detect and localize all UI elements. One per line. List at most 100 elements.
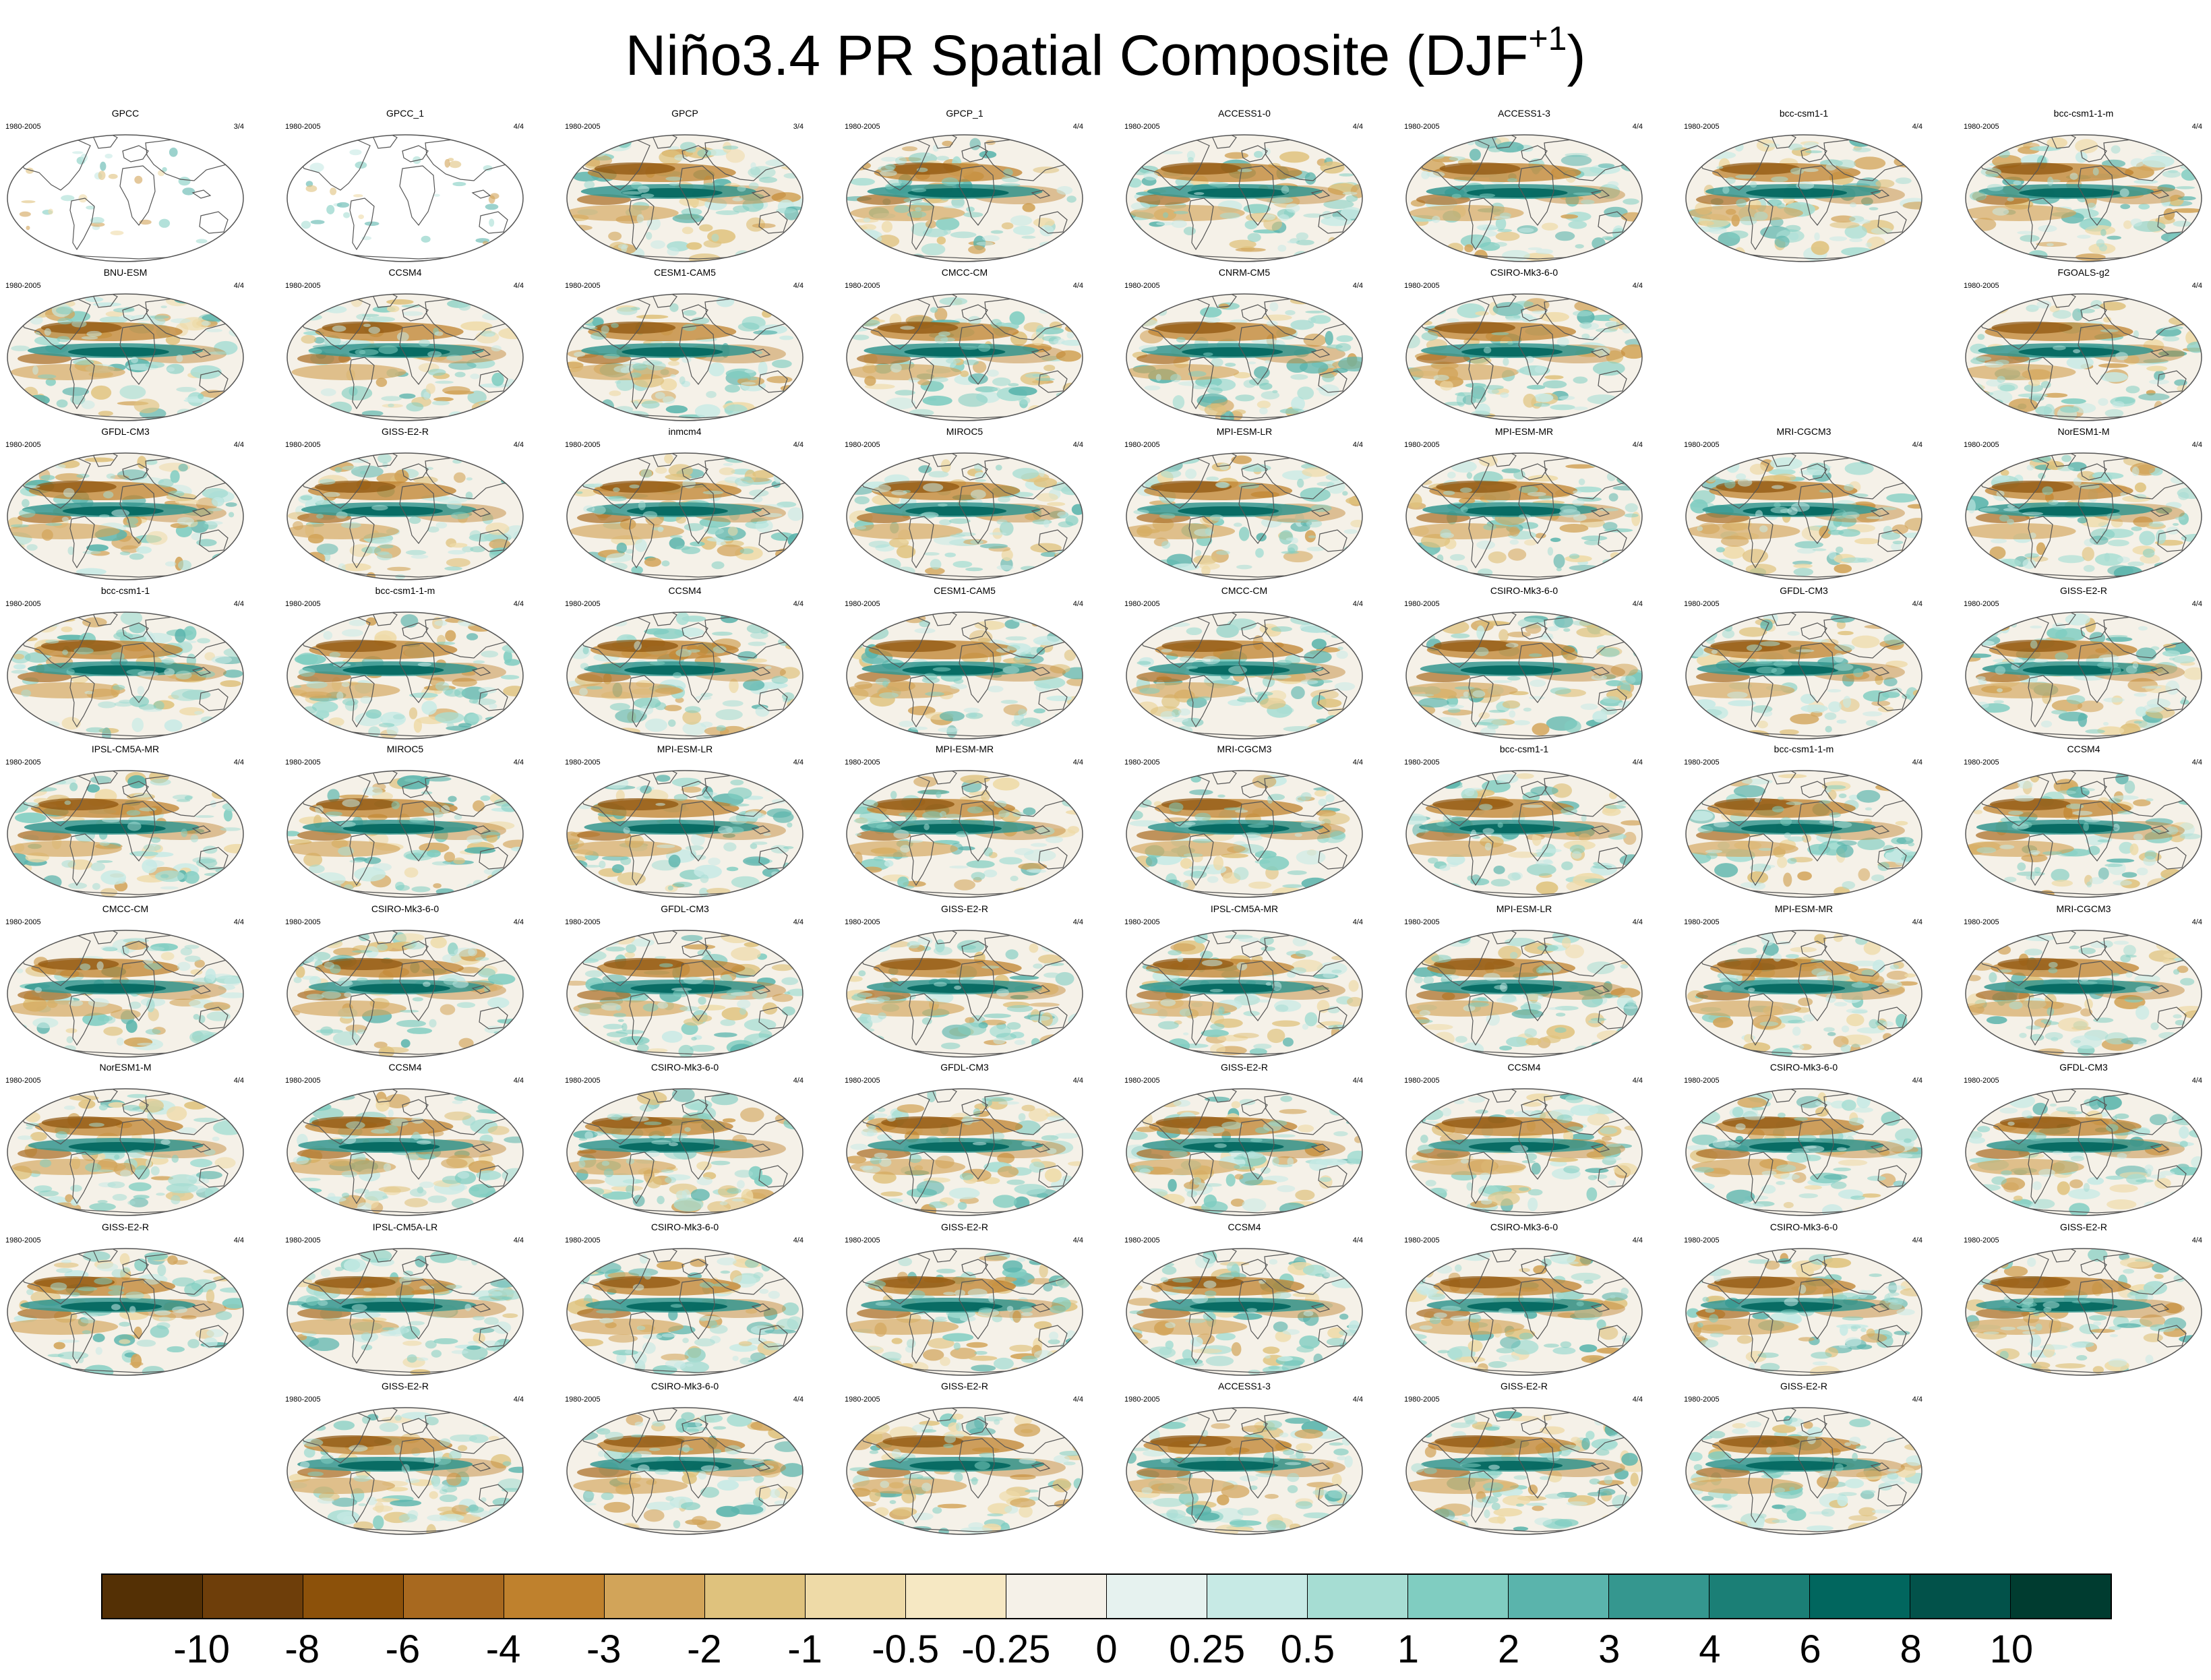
- precip-patch: [1256, 533, 1267, 541]
- precip-fleck: [57, 336, 69, 342]
- precip-fleck: [956, 533, 976, 537]
- precip-patch: [944, 553, 956, 558]
- precip-patch: [2138, 393, 2169, 400]
- precip-fleck: [336, 512, 347, 519]
- precip-fleck: [1416, 458, 1431, 467]
- precip-patch: [755, 572, 781, 577]
- precip-fleck: [1172, 718, 1189, 723]
- panel-count: 4/4: [2192, 441, 2202, 449]
- precip-patch: [499, 314, 518, 320]
- precip-fleck: [1614, 554, 1627, 561]
- precip-patch: [1543, 380, 1567, 388]
- precip-patch: [1046, 696, 1072, 701]
- precip-fleck: [1618, 791, 1631, 797]
- precip-patch: [1199, 563, 1220, 570]
- precip-patch: [1683, 868, 1707, 872]
- precip-fleck: [2014, 795, 2034, 801]
- precip-patch: [593, 299, 615, 308]
- precip-patch: [1002, 222, 1014, 229]
- precip-fleck: [936, 156, 949, 160]
- precip-fleck: [435, 331, 444, 336]
- precip-patch: [1149, 142, 1168, 150]
- precip-fleck: [1527, 492, 1546, 497]
- precip-fleck: [740, 549, 754, 554]
- precip-fleck: [1285, 310, 1295, 316]
- precip-fleck: [373, 863, 392, 871]
- map-field: [1123, 131, 1366, 268]
- land-precip-patch: [449, 160, 461, 168]
- precip-dry-core: [876, 640, 957, 652]
- precip-patch: [1616, 240, 1641, 251]
- map-svg: [1123, 290, 1366, 427]
- precip-fleck: [154, 701, 164, 711]
- precip-fleck: [76, 474, 90, 478]
- precip-patch: [1991, 303, 2005, 308]
- precip-fleck: [1276, 707, 1294, 713]
- precip-patch: [1325, 331, 1333, 345]
- panel-title: MRI-CGCM3: [1123, 744, 1366, 754]
- precip-dry-core: [1432, 798, 1513, 810]
- precip-patch: [568, 860, 587, 870]
- precip-patch: [100, 888, 117, 897]
- precip-fleck: [392, 801, 400, 809]
- precip-fleck: [2078, 308, 2095, 313]
- map-svg: [1683, 131, 1925, 268]
- precip-fleck: [983, 847, 992, 857]
- precip-fleck: [2146, 798, 2153, 802]
- land-precip-patch: [358, 214, 364, 219]
- precip-fleck: [138, 671, 158, 677]
- precip-patch: [847, 562, 870, 575]
- precip-fleck: [485, 333, 495, 337]
- precip-patch: [1683, 884, 1699, 891]
- map-field: [1962, 131, 2205, 268]
- precip-fleck: [2104, 864, 2123, 867]
- precip-fleck: [1170, 374, 1181, 382]
- precip-fleck: [723, 700, 744, 707]
- precip-fleck: [1879, 570, 1897, 575]
- precip-patch: [1151, 138, 1176, 146]
- panel-count: 4/4: [1353, 123, 1363, 131]
- precip-patch: [1508, 549, 1526, 561]
- precip-patch: [2138, 251, 2167, 258]
- precip-fleck: [292, 467, 304, 475]
- precip-patch: [1069, 396, 1086, 405]
- precip-fleck: [655, 803, 665, 806]
- precip-patch: [1010, 876, 1019, 881]
- precip-patch: [966, 207, 975, 212]
- precip-fleck: [481, 651, 498, 657]
- precip-patch: [307, 725, 336, 732]
- precip-patch: [453, 858, 465, 864]
- precip-patch: [284, 545, 300, 551]
- precip-fleck: [583, 647, 589, 654]
- precip-fleck: [938, 331, 950, 336]
- precip-patch: [7, 1042, 32, 1048]
- land-precip-patch: [485, 204, 499, 210]
- precip-patch: [404, 868, 419, 878]
- precip-fleck: [1982, 725, 1991, 733]
- panel-title: bcc-csm1-1: [4, 585, 247, 596]
- precip-fleck: [599, 861, 605, 869]
- precip-fleck: [2169, 326, 2183, 330]
- precip-patch: [1828, 701, 1842, 712]
- precip-fleck: [111, 510, 129, 517]
- precip-fleck: [1439, 865, 1450, 871]
- precip-fleck: [100, 841, 110, 845]
- precip-patch: [1050, 564, 1080, 574]
- precip-patch: [1828, 530, 1844, 535]
- precip-patch: [11, 1046, 38, 1055]
- precip-patch: [2036, 543, 2046, 556]
- precip-fleck: [1163, 212, 1168, 218]
- precip-fleck: [1865, 808, 1873, 811]
- precip-fleck: [1410, 876, 1426, 879]
- precip-fleck: [1581, 200, 1595, 204]
- precip-fleck: [928, 471, 948, 478]
- panel-count: 4/4: [1633, 123, 1643, 131]
- precip-fleck: [2133, 833, 2143, 840]
- precip-patch: [2160, 298, 2177, 306]
- precip-dry-south: [567, 841, 682, 857]
- panel-count: 4/4: [514, 441, 524, 449]
- precip-fleck: [588, 722, 602, 725]
- precip-fleck: [1259, 407, 1268, 415]
